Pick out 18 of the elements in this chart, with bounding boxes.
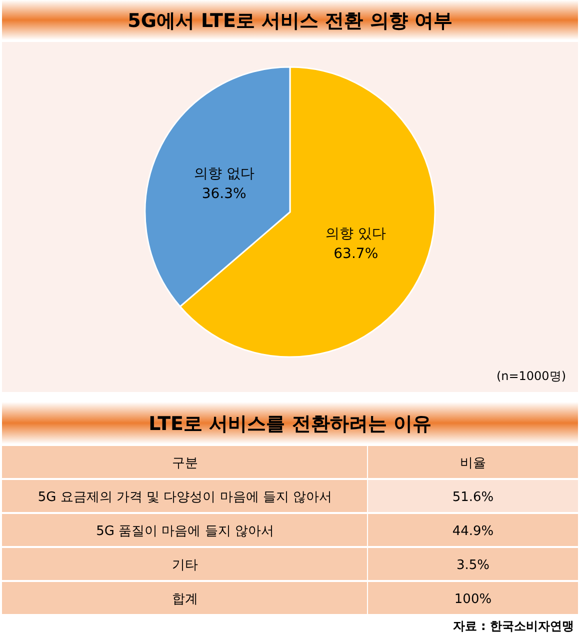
category-label: 5G 요금제의 가격 및 다양성이 마음에 들지 않아서 bbox=[38, 490, 332, 505]
category-label: 합계 bbox=[172, 592, 198, 607]
slice-label: 의향 없다 bbox=[194, 166, 254, 182]
text: 비율 bbox=[460, 456, 486, 471]
text: (n=1000명) bbox=[496, 369, 566, 383]
data-label: 36.3% bbox=[202, 186, 246, 202]
text: LTE로 서비스를 전환하려는 이유 bbox=[148, 413, 432, 435]
category-label: 5G 품질이 마음에 들지 않아서 bbox=[96, 524, 274, 539]
data-label: 63.7% bbox=[334, 246, 378, 262]
text: 100% bbox=[454, 592, 492, 607]
text: 자료 : 한국소비자연맹 bbox=[452, 619, 574, 633]
text: 44.9% bbox=[452, 524, 494, 539]
category-label: 기타 bbox=[172, 558, 198, 573]
text: 구분 bbox=[172, 456, 198, 471]
slice-label: 의향 있다 bbox=[326, 226, 386, 242]
text: 51.6% bbox=[452, 490, 494, 505]
text: 3.5% bbox=[456, 558, 490, 573]
chart-title: 5G에서 LTE로 서비스 전환 의향 여부 bbox=[128, 10, 452, 32]
